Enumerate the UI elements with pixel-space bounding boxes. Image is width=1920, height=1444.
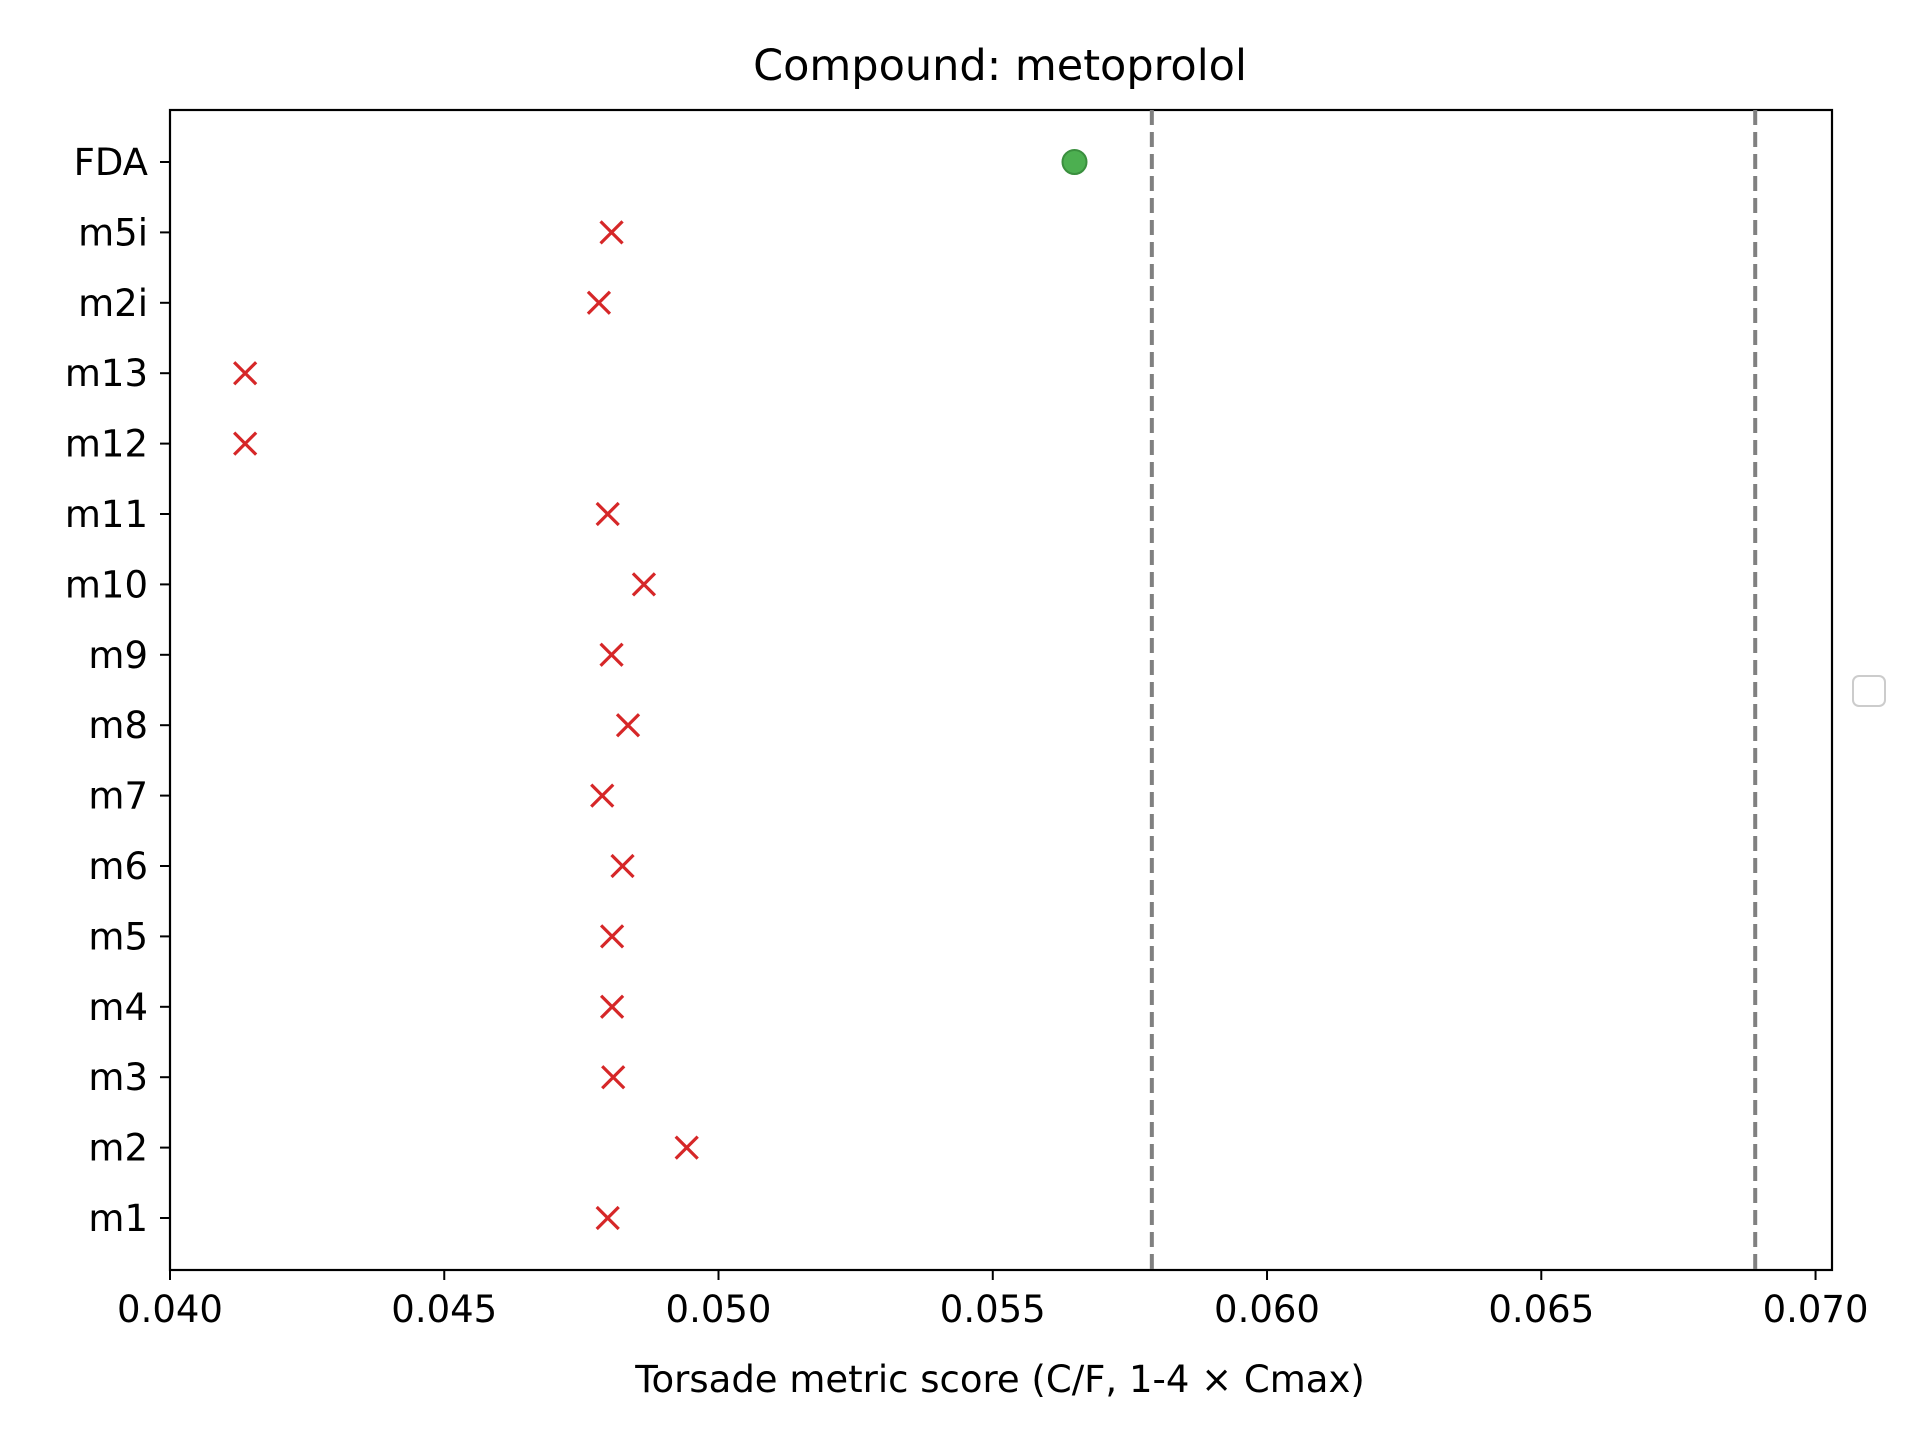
x-tick-label: 0.060 <box>1214 1288 1320 1331</box>
data-point-x-marker <box>590 783 615 808</box>
legend-box <box>1852 675 1886 707</box>
data-point-x-marker <box>615 713 641 738</box>
y-tick-label: m9 <box>88 634 148 677</box>
x-tick-label: 0.050 <box>666 1288 772 1331</box>
x-tick-label: 0.070 <box>1763 1288 1869 1331</box>
x-tick-label: 0.065 <box>1488 1288 1594 1331</box>
data-point-x-marker <box>233 431 258 456</box>
x-axis-label: Torsade metric score (C/F, 1-4 × Cmax) <box>634 1358 1365 1401</box>
y-tick-label: m8 <box>88 704 148 747</box>
data-point-x-marker <box>631 572 657 597</box>
y-tick-label: FDA <box>74 141 148 184</box>
data-point-x-marker <box>599 642 624 667</box>
x-tick-label: 0.040 <box>117 1288 223 1331</box>
y-tick-label: m10 <box>65 563 148 606</box>
data-point-x-marker <box>599 220 624 245</box>
x-tick-label: 0.055 <box>940 1288 1046 1331</box>
x-tick-label: 0.045 <box>391 1288 497 1331</box>
plot-area: 0.040 0.045 0.050 0.055 0.060 0.065 0.070 FDA m5… <box>65 108 1886 1331</box>
y-tick-label: m11 <box>65 493 148 536</box>
y-tick-label: m4 <box>88 986 148 1029</box>
data-point-x-marker <box>601 1065 626 1090</box>
y-tick-label: m1 <box>88 1197 148 1240</box>
data-point-x-marker <box>599 994 625 1019</box>
y-tick-label: m2 <box>88 1127 148 1170</box>
data-point-x-marker <box>586 290 612 315</box>
y-tick-label: m3 <box>88 1056 148 1099</box>
y-tick-label: m2i <box>78 282 148 325</box>
y-tick-label: m12 <box>65 423 148 466</box>
data-point-x-marker <box>599 924 625 949</box>
axes-frame <box>168 108 1834 1272</box>
data-point-x-marker <box>610 853 635 879</box>
data-point-x-marker <box>595 501 620 527</box>
y-tick-label: m13 <box>65 352 148 395</box>
y-tick-label: m6 <box>88 845 148 888</box>
data-point-circle-marker <box>1061 149 1088 175</box>
y-tick-label: m5i <box>78 211 148 254</box>
data-point-x-marker <box>674 1135 699 1160</box>
chart-title: Compound: metoprolol <box>753 41 1247 91</box>
data-point-x-marker <box>233 361 258 386</box>
y-tick-label: m5 <box>88 915 148 958</box>
data-point-x-marker <box>595 1205 620 1231</box>
y-tick-label: m7 <box>88 775 148 818</box>
